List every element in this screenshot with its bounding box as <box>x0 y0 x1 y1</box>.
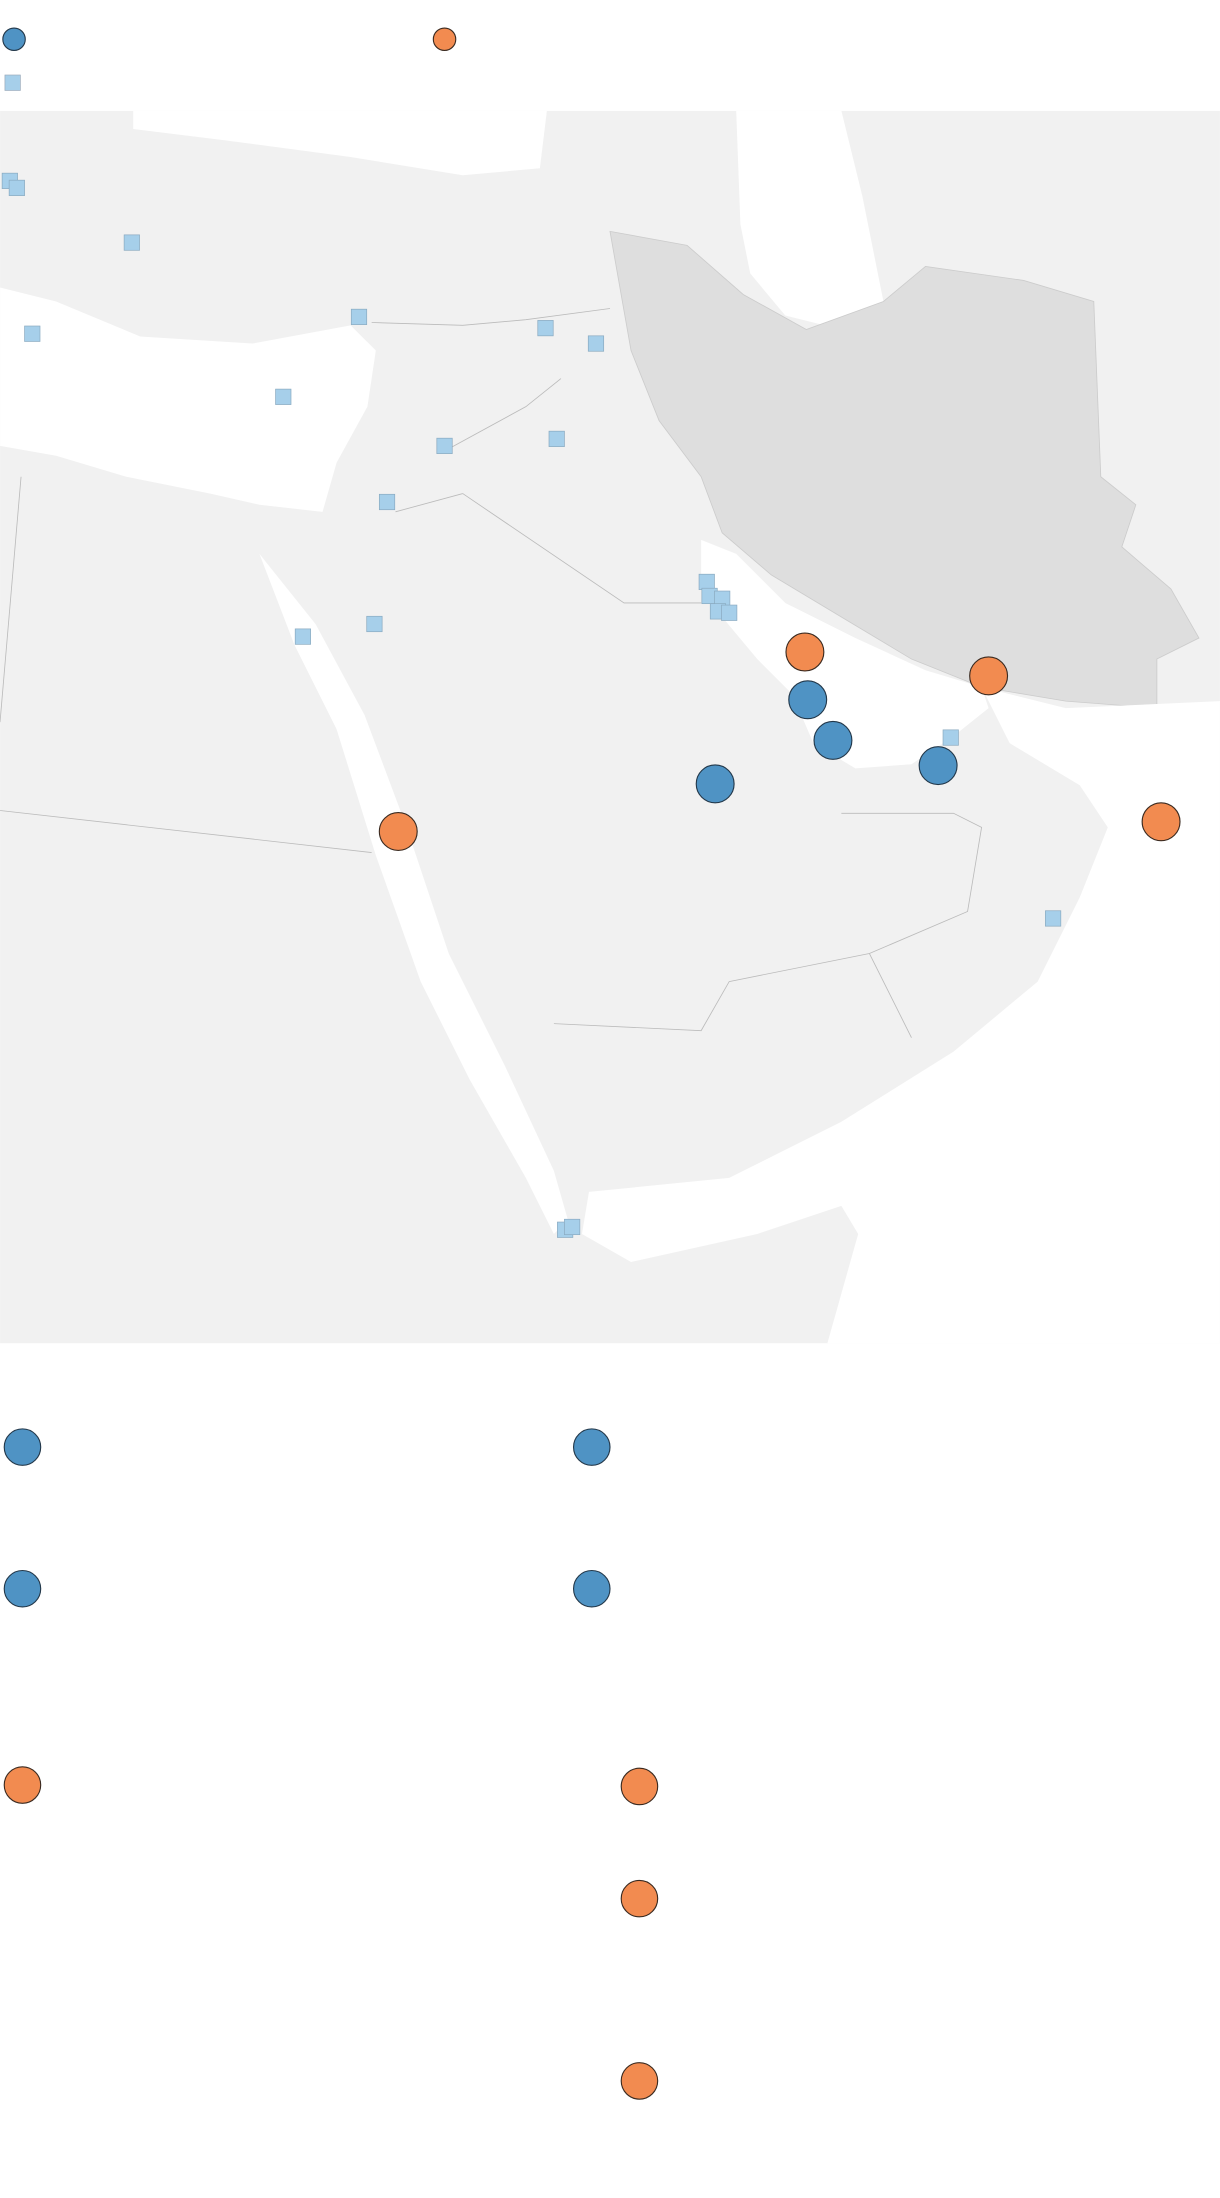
list-orange-marker <box>620 1767 659 1806</box>
legend <box>2 27 457 91</box>
list-blue-marker <box>3 1428 42 1466</box>
map[interactable] <box>0 110 1220 1344</box>
map-square-marker[interactable] <box>350 308 368 325</box>
map-blue-marker[interactable] <box>695 764 735 804</box>
black-sea <box>133 110 547 176</box>
map-square-marker[interactable] <box>275 388 292 405</box>
map-square-marker[interactable] <box>366 615 383 633</box>
legend-blue-circle-icon <box>2 27 26 52</box>
list-blue-marker <box>572 1428 611 1466</box>
caspian-sea <box>736 110 884 330</box>
list-blue-marker <box>572 1569 611 1608</box>
list-orange-marker <box>3 1766 42 1804</box>
map-square-marker[interactable] <box>537 320 554 337</box>
country-borders <box>0 308 983 1038</box>
arabian-sea <box>581 687 1220 1344</box>
map-square-marker[interactable] <box>123 234 140 251</box>
map-square-marker[interactable] <box>587 335 605 352</box>
map-orange-marker[interactable] <box>785 632 825 672</box>
marker-list <box>3 1428 659 2100</box>
map-orange-marker[interactable] <box>378 812 418 852</box>
map-orange-marker[interactable] <box>969 656 1009 696</box>
legend-orange-circle-icon <box>432 27 457 52</box>
map-blue-marker[interactable] <box>813 720 853 760</box>
map-square-marker[interactable] <box>564 1218 581 1236</box>
map-square-marker[interactable] <box>698 573 715 590</box>
map-circle-markers <box>378 632 1181 852</box>
persian-gulf <box>701 539 989 769</box>
legend-square-icon <box>4 74 21 91</box>
map-square-marker[interactable] <box>24 325 41 342</box>
map-square-marker[interactable] <box>942 729 959 746</box>
map-square-marker[interactable] <box>548 430 565 447</box>
list-blue-marker <box>3 1569 42 1608</box>
map-square-marker[interactable] <box>8 179 25 196</box>
map-blue-marker[interactable] <box>918 746 958 786</box>
map-square-marker[interactable] <box>294 628 311 645</box>
map-square-marker[interactable] <box>721 604 738 621</box>
list-orange-marker <box>620 1879 659 1918</box>
map-blue-marker[interactable] <box>788 680 828 720</box>
mediterranean-sea <box>0 287 376 512</box>
list-orange-marker <box>620 2062 659 2100</box>
iran <box>609 230 1200 709</box>
map-square-marker[interactable] <box>436 437 453 454</box>
map-square-markers <box>1 172 1062 1238</box>
red-sea <box>259 553 568 1234</box>
map-square-marker[interactable] <box>1045 910 1062 927</box>
map-orange-marker[interactable] <box>1141 802 1181 842</box>
map-square-marker[interactable] <box>378 493 396 511</box>
